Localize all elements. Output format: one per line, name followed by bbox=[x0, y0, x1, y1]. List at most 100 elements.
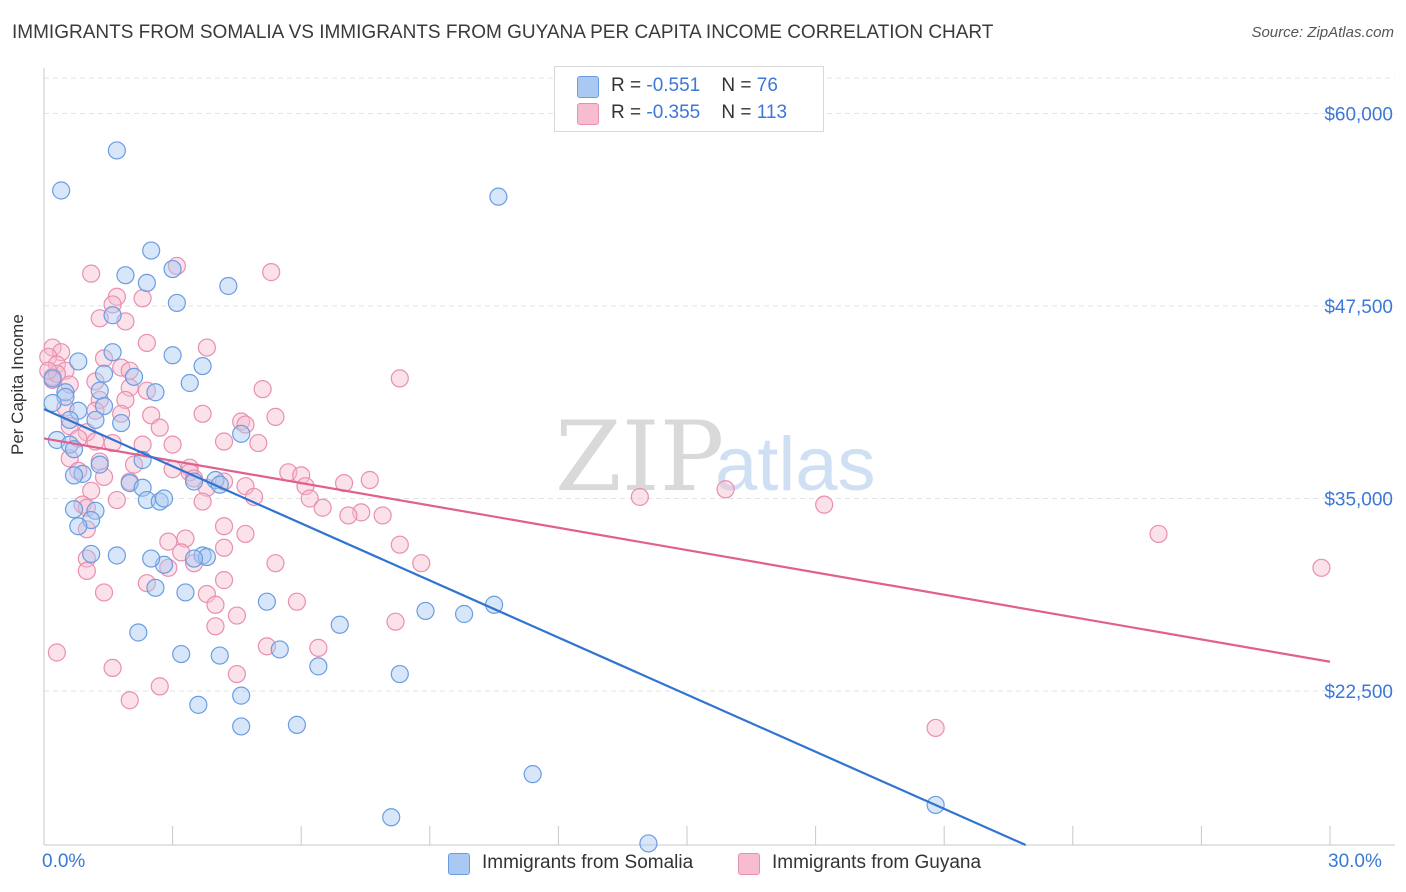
guyana-legend-label: Immigrants from Guyana bbox=[772, 852, 982, 873]
somalia-point bbox=[189, 695, 208, 714]
somalia-point bbox=[330, 615, 349, 634]
trend-lines bbox=[43, 408, 1331, 847]
guyana-point bbox=[142, 406, 161, 425]
guyana-n-value: 113 bbox=[756, 102, 788, 123]
guyana-point bbox=[94, 583, 114, 602]
chart-title: IMMIGRANTS FROM SOMALIA VS IMMIGRANTS FR… bbox=[12, 22, 994, 43]
somalia-point bbox=[124, 367, 144, 386]
somalia-n-label: N = bbox=[721, 75, 757, 96]
somalia-point bbox=[137, 273, 156, 292]
somalia-point bbox=[142, 241, 161, 260]
guyana-point bbox=[112, 404, 131, 423]
guyana-point bbox=[206, 617, 225, 636]
guyana-legend-swatch bbox=[738, 853, 760, 875]
somalia-point bbox=[180, 373, 199, 393]
guyana-point bbox=[82, 481, 101, 500]
axis-layer bbox=[43, 68, 1395, 846]
somalia-point bbox=[56, 383, 75, 402]
guyana-r-value: -0.355 bbox=[646, 102, 701, 123]
guyana-point bbox=[163, 435, 182, 454]
somalia-legend-label: Immigrants from Somalia bbox=[482, 852, 694, 873]
somalia-r-value: -0.551 bbox=[646, 75, 701, 96]
watermark-zip: ZIP bbox=[555, 401, 724, 513]
guyana-point bbox=[214, 538, 234, 557]
guyana-point bbox=[630, 487, 649, 507]
guyana-point bbox=[107, 490, 126, 510]
y-tick-label: $22,500 bbox=[1324, 682, 1393, 703]
somalia-point bbox=[94, 364, 114, 383]
somalia-point bbox=[146, 383, 165, 402]
somalia-point bbox=[184, 549, 204, 568]
somalia-point bbox=[523, 765, 542, 784]
somalia-point bbox=[232, 424, 251, 443]
somalia-point bbox=[154, 489, 174, 508]
guyana-point bbox=[287, 592, 307, 611]
somalia-point bbox=[86, 410, 105, 430]
watermark-atlas: atlas bbox=[715, 422, 876, 507]
guyana-point bbox=[120, 691, 139, 710]
guyana-point bbox=[390, 369, 409, 388]
guyana-point bbox=[815, 495, 834, 514]
guyana-point bbox=[339, 506, 358, 525]
guyana-point bbox=[150, 418, 169, 437]
guyana-point bbox=[227, 664, 246, 684]
somalia-point bbox=[193, 356, 212, 376]
somalia-point bbox=[69, 517, 88, 536]
guyana-point bbox=[300, 489, 319, 508]
guyana-swatch bbox=[577, 103, 599, 125]
guyana-point bbox=[124, 455, 144, 474]
guyana-point bbox=[193, 492, 212, 511]
somalia-point bbox=[64, 466, 84, 485]
guyana-point bbox=[159, 532, 178, 551]
guyana-point bbox=[926, 718, 945, 738]
guyana-point bbox=[77, 561, 96, 580]
guyana-point bbox=[262, 263, 281, 282]
somalia-swatch bbox=[577, 76, 599, 98]
guyana-point bbox=[1149, 524, 1168, 544]
guyana-point bbox=[214, 517, 234, 536]
somalia-point bbox=[82, 544, 101, 564]
guyana-point bbox=[1312, 558, 1331, 577]
y-tick-labels: $22,500 $35,000 $47,500 $60,000 bbox=[1324, 105, 1393, 704]
guyana-point bbox=[309, 638, 328, 657]
somalia-point bbox=[94, 397, 114, 416]
somalia-point bbox=[69, 352, 88, 371]
guyana-point bbox=[360, 470, 379, 490]
somalia-point bbox=[107, 546, 126, 565]
y-axis-label: Per Capita Income bbox=[8, 314, 27, 455]
somalia-point bbox=[142, 549, 161, 568]
somalia-point bbox=[309, 657, 328, 676]
x-tick-max: 30.0% bbox=[1328, 851, 1382, 872]
guyana-point bbox=[412, 554, 431, 573]
somalia-point bbox=[257, 592, 277, 611]
somalia-trend-line bbox=[43, 408, 1027, 847]
guyana-trend-line bbox=[43, 437, 1331, 663]
guyana-point bbox=[47, 643, 66, 662]
guyana-point bbox=[197, 338, 216, 357]
guyana-point bbox=[390, 535, 409, 554]
guyana-point bbox=[266, 554, 285, 573]
somalia-point bbox=[43, 369, 62, 388]
guyana-point bbox=[137, 574, 156, 593]
somalia-point bbox=[232, 686, 251, 705]
somalia-point bbox=[232, 717, 251, 736]
somalia-point bbox=[146, 578, 165, 597]
guyana-point bbox=[236, 524, 255, 544]
guyana-point bbox=[206, 595, 225, 614]
somalia-point bbox=[112, 413, 131, 433]
somalia-point bbox=[390, 664, 409, 684]
guyana-point bbox=[214, 571, 234, 590]
guyana-point bbox=[176, 529, 195, 548]
guyana-point bbox=[716, 480, 735, 499]
guyana-point bbox=[313, 498, 332, 517]
somalia-points bbox=[43, 141, 945, 853]
somalia-point bbox=[172, 644, 191, 664]
guyana-point bbox=[82, 264, 101, 283]
somalia-point bbox=[382, 808, 401, 827]
somalia-point bbox=[489, 187, 508, 206]
somalia-point bbox=[129, 623, 148, 642]
source-credit: Source: ZipAtlas.com bbox=[1251, 24, 1394, 41]
somalia-point bbox=[90, 455, 109, 474]
x-tick-min: 0.0% bbox=[42, 851, 86, 872]
